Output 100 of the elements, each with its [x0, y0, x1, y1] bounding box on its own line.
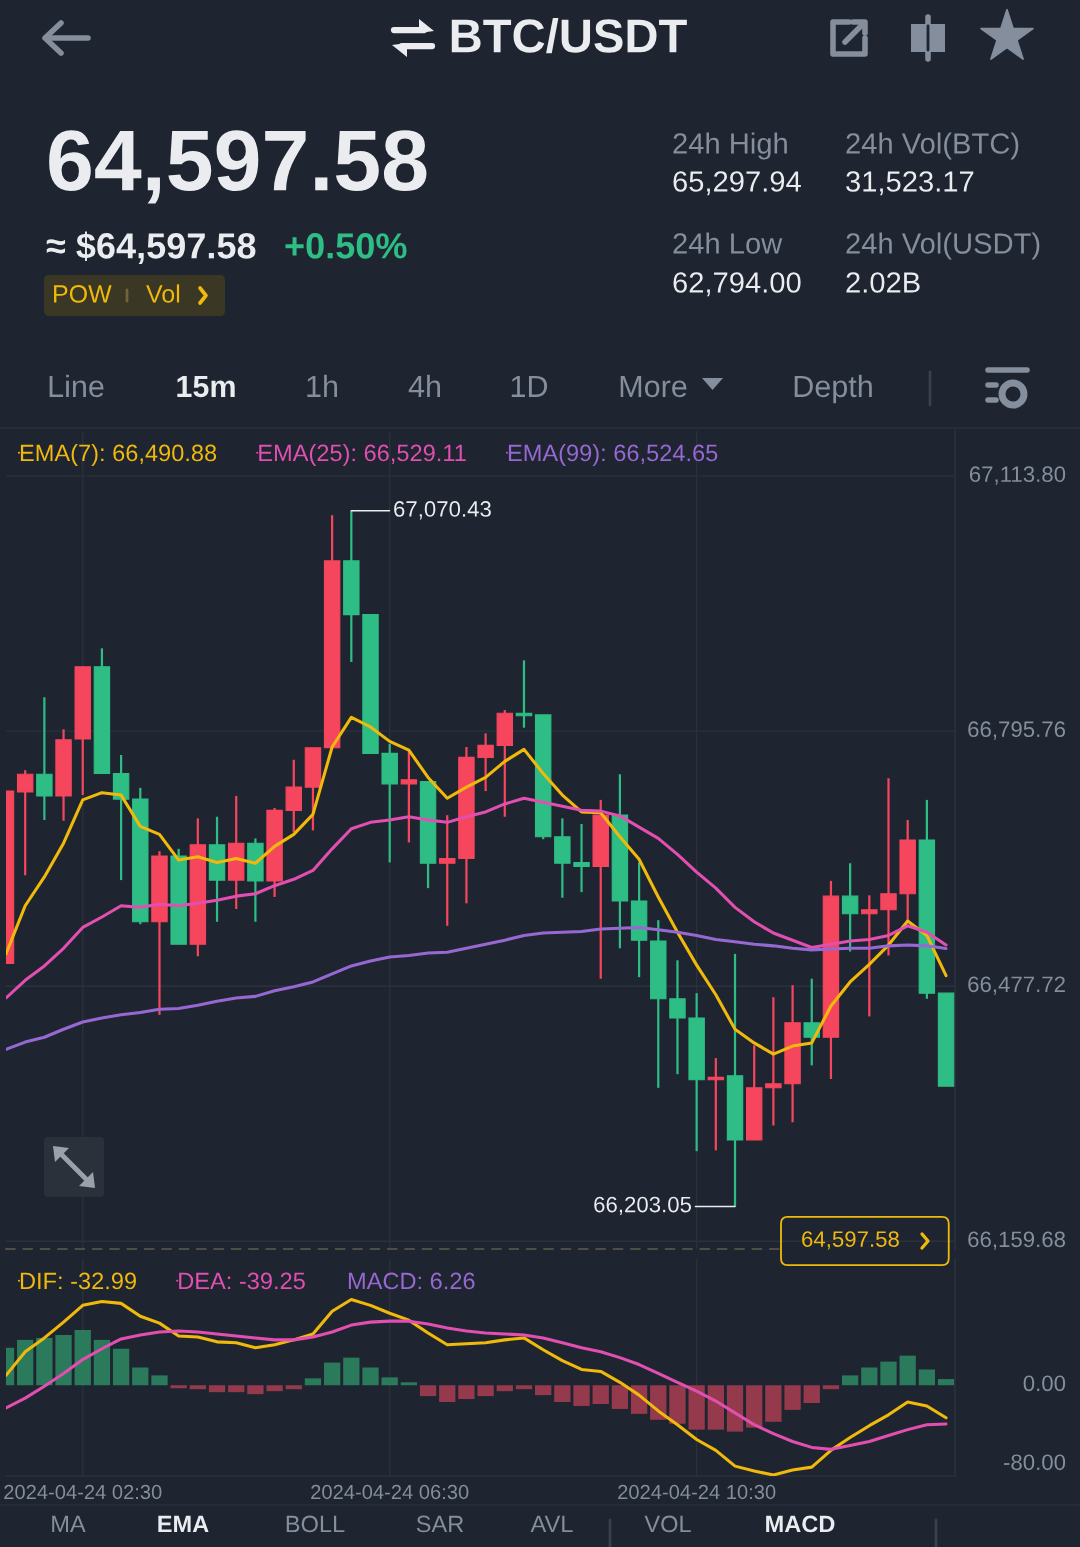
bar: [784, 1385, 801, 1410]
bar: [880, 1361, 897, 1386]
bar: [477, 1385, 494, 1397]
bar: [496, 1385, 513, 1392]
bar: [74, 1330, 91, 1386]
line-series: [6, 925, 948, 1051]
text: 4h: [408, 374, 441, 397]
bar: [400, 1382, 418, 1386]
line-series: [6, 796, 948, 1000]
text: BTC/USDT: [451, 17, 687, 54]
candlestick: [861, 894, 878, 1018]
bar: [362, 1367, 379, 1386]
y-tick-label: 66,477.72: [968, 976, 1065, 995]
bar: [285, 1385, 302, 1390]
bar: [573, 1385, 590, 1406]
text: 24h High: [673, 132, 787, 160]
annotation: 64,597.58: [802, 1231, 899, 1250]
text: Vol: [146, 284, 180, 303]
bar: [381, 1377, 398, 1386]
text: +0.50%: [285, 233, 407, 259]
bar: [669, 1385, 686, 1424]
bar: [726, 1385, 744, 1432]
text: 1D: [511, 375, 548, 397]
annotation: 67,070.43: [394, 501, 491, 520]
text: Line: [49, 374, 104, 398]
bar: [861, 1367, 878, 1386]
bar: [611, 1385, 629, 1409]
text: 1h: [307, 374, 338, 397]
text: 2.02B: [846, 272, 920, 293]
text: POW: [54, 285, 112, 303]
bar: [765, 1385, 782, 1422]
bar: [36, 1337, 53, 1386]
candlestick: [16, 769, 34, 877]
x-tick-label: 2024-04-24 02:30: [4, 1484, 162, 1500]
text: 24h Vol(USDT): [846, 232, 1040, 260]
x-tick-label: 2024-04-24 10:30: [618, 1484, 776, 1500]
y-tick-label: -80.00: [1003, 1454, 1066, 1471]
bar: [707, 1385, 724, 1430]
bar: [439, 1385, 456, 1403]
bar: [535, 1385, 552, 1396]
y-tick-label: 66,159.68: [968, 1231, 1066, 1250]
candlestick: [669, 959, 686, 1076]
legend-label: EMA(7): 66,490.88: [20, 443, 217, 466]
bar: [228, 1385, 245, 1393]
text: 62,794.00: [673, 272, 801, 297]
candlestick: [573, 822, 590, 894]
bar: [189, 1385, 206, 1390]
line-series: [6, 715, 948, 1056]
bar: [458, 1385, 475, 1400]
text: 15m: [177, 375, 235, 398]
candlestick: [285, 758, 302, 834]
bar: [112, 1348, 130, 1386]
bar: [937, 1379, 955, 1386]
bar: [93, 1339, 111, 1386]
bar: [899, 1355, 916, 1386]
legend-label: EMA(99): 66,524.65: [508, 443, 718, 466]
text: VOL: [644, 1515, 691, 1533]
bar: [266, 1385, 283, 1392]
candlestick: [439, 814, 456, 927]
annotation: 66,203.05: [594, 1196, 692, 1216]
candlestick: [880, 777, 897, 957]
line-series: [6, 1297, 948, 1476]
bar: [688, 1385, 705, 1430]
bar: [918, 1369, 936, 1386]
annotation: MACD: 6.26: [348, 1272, 475, 1290]
bar: [419, 1385, 437, 1397]
text: 31,523.17: [846, 171, 974, 196]
bar: [304, 1378, 322, 1386]
y-tick-label: 0.00: [1023, 1375, 1066, 1392]
text: 24h Low: [673, 232, 783, 254]
line-series: [6, 1319, 948, 1451]
text: 64,597.58: [49, 130, 427, 204]
bar: [822, 1385, 840, 1390]
bar: [247, 1385, 264, 1395]
text: 65,297.94: [673, 171, 801, 196]
legend-label: DEA: -39.25: [179, 1272, 305, 1290]
text: 24h Vol(BTC): [846, 132, 1019, 160]
legend-label: DIF: -32.99: [20, 1272, 136, 1290]
bar: [343, 1357, 360, 1386]
y-tick-label: 66,795.76: [968, 721, 1066, 740]
candlestick: [36, 696, 53, 822]
bar: [515, 1385, 533, 1390]
candlestick: [477, 732, 494, 793]
bar: [841, 1375, 859, 1386]
legend-label: EMA(25): 66,529.11: [259, 443, 466, 466]
text: BOLL: [286, 1515, 345, 1533]
text: AVL: [530, 1515, 573, 1533]
bar: [151, 1375, 168, 1386]
bar: [55, 1334, 72, 1386]
text: More: [620, 375, 687, 398]
candlestick: [803, 977, 820, 1067]
text: SAR: [416, 1515, 464, 1533]
bar: [746, 1385, 763, 1428]
y-tick-label: 67,113.80: [969, 466, 1066, 485]
bar: [170, 1385, 187, 1389]
bar: [132, 1367, 149, 1386]
x-tick-label: 2024-04-24 06:30: [311, 1484, 469, 1500]
candlestick: [841, 862, 859, 953]
text: Depth: [794, 374, 872, 404]
candlestick: [765, 996, 782, 1127]
